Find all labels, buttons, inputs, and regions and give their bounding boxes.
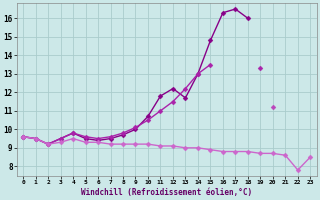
X-axis label: Windchill (Refroidissement éolien,°C): Windchill (Refroidissement éolien,°C)	[81, 188, 252, 197]
